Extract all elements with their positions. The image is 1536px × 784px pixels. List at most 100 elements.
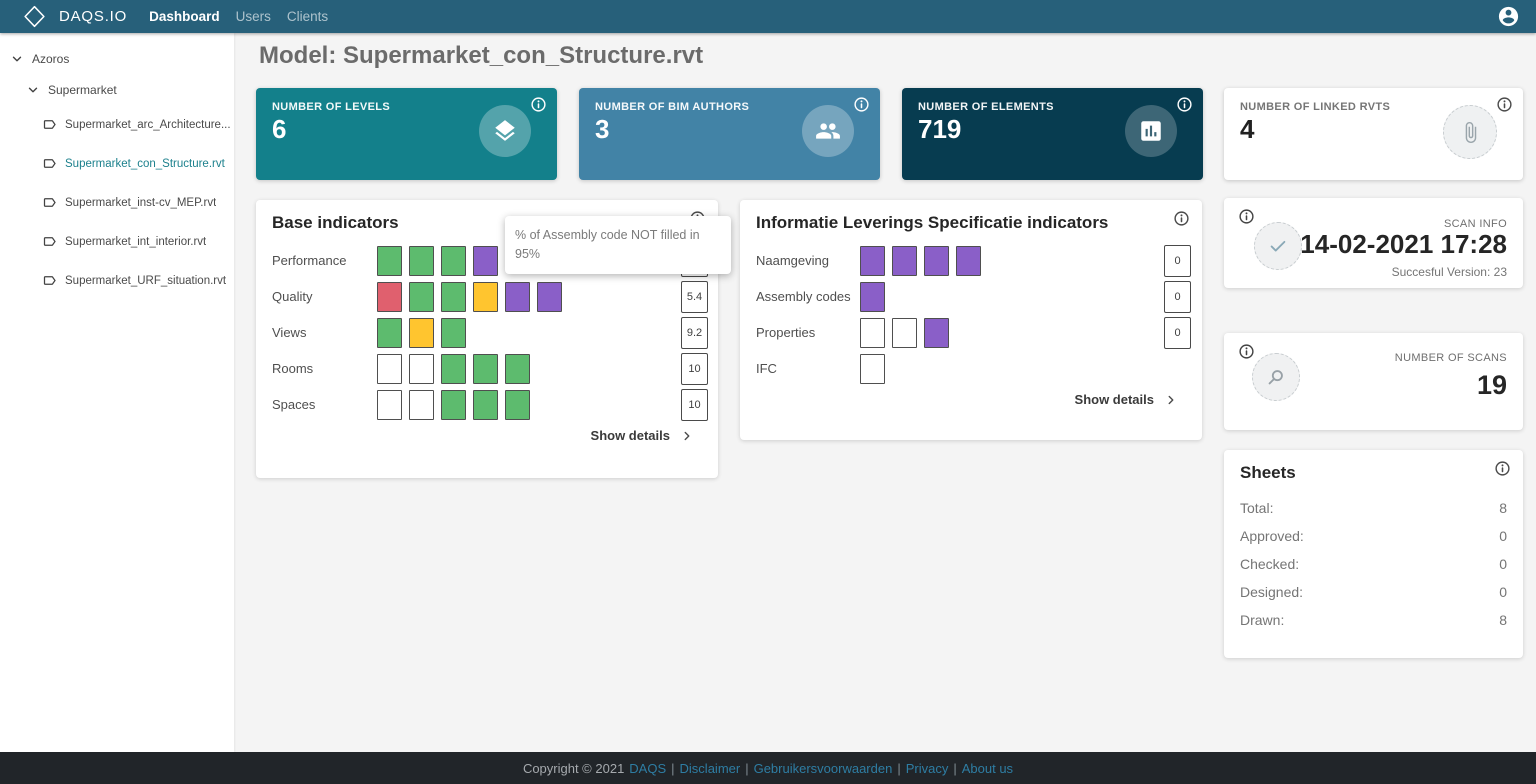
nav-item-dashboard[interactable]: Dashboard [149,9,220,24]
indicator-square-purple[interactable] [505,282,530,312]
indicator-square-white[interactable] [409,354,434,384]
indicator-label: Properties [756,325,816,340]
indicator-square-green[interactable] [377,246,402,276]
indicator-square-yellow[interactable] [409,318,434,348]
tree-item-supermarket[interactable]: Supermarket [0,74,234,105]
indicator-squares [860,246,981,276]
indicator-square-white[interactable] [409,390,434,420]
tree-item-supermarket-int-interior-rvt[interactable]: Supermarket_int_interior.rvt [0,222,234,261]
indicator-square-purple[interactable] [924,246,949,276]
indicator-square-green[interactable] [441,354,466,384]
chevron-right-icon [1164,393,1178,407]
base-indicators-title: Base indicators [272,213,399,232]
info-icon[interactable] [1176,96,1193,113]
tree-item-label: Supermarket_URF_situation.rvt [65,274,227,287]
footer-link-gebruikersvoorwaarden[interactable]: Gebruikersvoorwaarden [753,760,893,776]
info-icon[interactable] [1238,343,1255,360]
scan-info-card: SCAN INFO 14-02-2021 17:28 Succesful Ver… [1224,198,1523,288]
footer-link-privacy[interactable]: Privacy [905,760,949,776]
indicator-square-green[interactable] [441,318,466,348]
scan-datetime: 14-02-2021 17:28 [1300,229,1507,259]
sheets-row-value: 0 [1499,584,1507,600]
tree-item-supermarket-arc-architecture[interactable]: Supermarket_arc_Architecture... [0,105,234,144]
indicator-square-green[interactable] [441,282,466,312]
indicator-square-green[interactable] [473,390,498,420]
ils-indicator-rows: Naamgeving 0 Assembly codes 0 Properties 0 IFC [740,245,1202,390]
footer-link-disclaimer[interactable]: Disclaimer [679,760,741,776]
indicator-square-white[interactable] [377,354,402,384]
stat-card-label: NUMBER OF BIM AUTHORS [595,101,750,113]
indicator-square-yellow[interactable] [473,282,498,312]
indicator-square-white[interactable] [860,354,885,384]
indicator-square-purple[interactable] [473,246,498,276]
stat-card-number-of-levels: NUMBER OF LEVELS 6 [256,88,557,180]
stat-card-value: 719 [918,114,962,144]
indicator-square-purple[interactable] [860,246,885,276]
indicator-row-naamgeving: Naamgeving 0 [740,245,1202,282]
sheets-title: Sheets [1240,463,1296,482]
indicator-square-green[interactable] [409,246,434,276]
layers-icon [479,105,531,157]
indicator-value-box: 0 [1164,281,1191,313]
indicator-square-green[interactable] [473,354,498,384]
indicator-square-green[interactable] [441,390,466,420]
indicator-square-red[interactable] [377,282,402,312]
indicator-label: Rooms [272,361,314,376]
indicator-square-purple[interactable] [892,246,917,276]
indicator-square-purple[interactable] [537,282,562,312]
tree-item-azoros[interactable]: Azoros [0,43,234,74]
info-icon[interactable] [530,96,547,113]
brand-diamond-icon [22,4,47,29]
indicator-square-green[interactable] [505,354,530,384]
scans-value: 19 [1476,370,1507,400]
indicator-square-green[interactable] [505,390,530,420]
page-title: Model: Supermarket_con_Structure.rvt [259,42,704,69]
tree-item-supermarket-urf-situation-rvt[interactable]: Supermarket_URF_situation.rvt [0,261,234,300]
indicator-square-purple[interactable] [924,318,949,348]
scans-icon-circle [1252,353,1300,401]
indicator-squares [860,354,885,384]
indicator-label: Quality [272,289,313,304]
sheets-row-label: Drawn: [1240,612,1285,628]
indicator-squares [377,318,466,348]
indicator-square-purple[interactable] [860,282,885,312]
tree-item-supermarket-con-structure-rvt[interactable]: Supermarket_con_Structure.rvt [0,144,234,183]
stat-card-value: 4 [1240,114,1255,144]
tree-item-supermarket-inst-cv-mep-rvt[interactable]: Supermarket_inst-cv_MEP.rvt [0,183,234,222]
indicator-row-spaces: Spaces 10 [256,389,718,426]
indicator-value-box: 10 [681,353,708,385]
nav-item-clients[interactable]: Clients [286,9,329,24]
info-icon[interactable] [1238,208,1255,225]
show-details-label: Show details [590,428,670,443]
indicator-label: IFC [756,361,777,376]
tree-item-label: Azoros [32,51,70,66]
info-icon[interactable] [1173,210,1190,227]
brand-name: DAQS.IO [59,8,128,25]
base-indicator-rows: Performance Quality 5.4 Views 9.2 Rooms 10 Spac… [256,245,718,426]
info-icon[interactable] [1496,96,1513,113]
scan-status-circle [1254,222,1302,270]
indicator-squares [377,246,498,276]
sheets-row-approved: Approved: 0 [1240,522,1507,550]
base-show-details-link[interactable]: Show details [591,428,694,443]
indicator-square-green[interactable] [409,282,434,312]
indicator-row-assembly-codes: Assembly codes 0 [740,281,1202,318]
indicator-square-white[interactable] [377,390,402,420]
indicator-square-green[interactable] [377,318,402,348]
info-icon[interactable] [853,96,870,113]
top-navbar: DAQS.IO Dashboard Users Clients [0,0,1536,33]
indicator-square-white[interactable] [892,318,917,348]
nav-item-users[interactable]: Users [235,9,271,24]
indicator-square-purple[interactable] [956,246,981,276]
indicator-square-white[interactable] [860,318,885,348]
chevron-down-icon [26,83,40,97]
ils-show-details-link[interactable]: Show details [1075,392,1178,407]
info-icon[interactable] [1494,460,1511,477]
account-icon[interactable] [1497,5,1520,28]
footer-separator: | [671,760,675,776]
indicator-square-green[interactable] [441,246,466,276]
indicator-value-box: 0 [1164,245,1191,277]
check-icon [1267,235,1289,257]
footer-link-daqs[interactable]: DAQS [629,760,667,776]
footer-link-about-us[interactable]: About us [961,760,1014,776]
